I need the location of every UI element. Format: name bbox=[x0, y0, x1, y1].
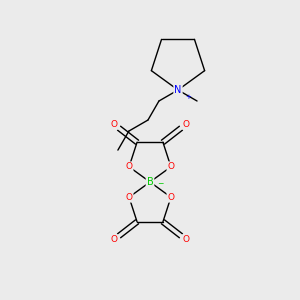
Text: −: − bbox=[157, 179, 164, 188]
Text: O: O bbox=[167, 193, 174, 202]
Text: O: O bbox=[182, 235, 189, 244]
Text: O: O bbox=[126, 162, 133, 171]
Text: O: O bbox=[126, 193, 133, 202]
Text: O: O bbox=[167, 162, 174, 171]
Text: O: O bbox=[111, 235, 118, 244]
Text: +: + bbox=[185, 94, 191, 100]
Text: O: O bbox=[182, 120, 189, 129]
Text: N: N bbox=[174, 85, 182, 95]
Text: B: B bbox=[147, 177, 153, 187]
Text: O: O bbox=[111, 120, 118, 129]
